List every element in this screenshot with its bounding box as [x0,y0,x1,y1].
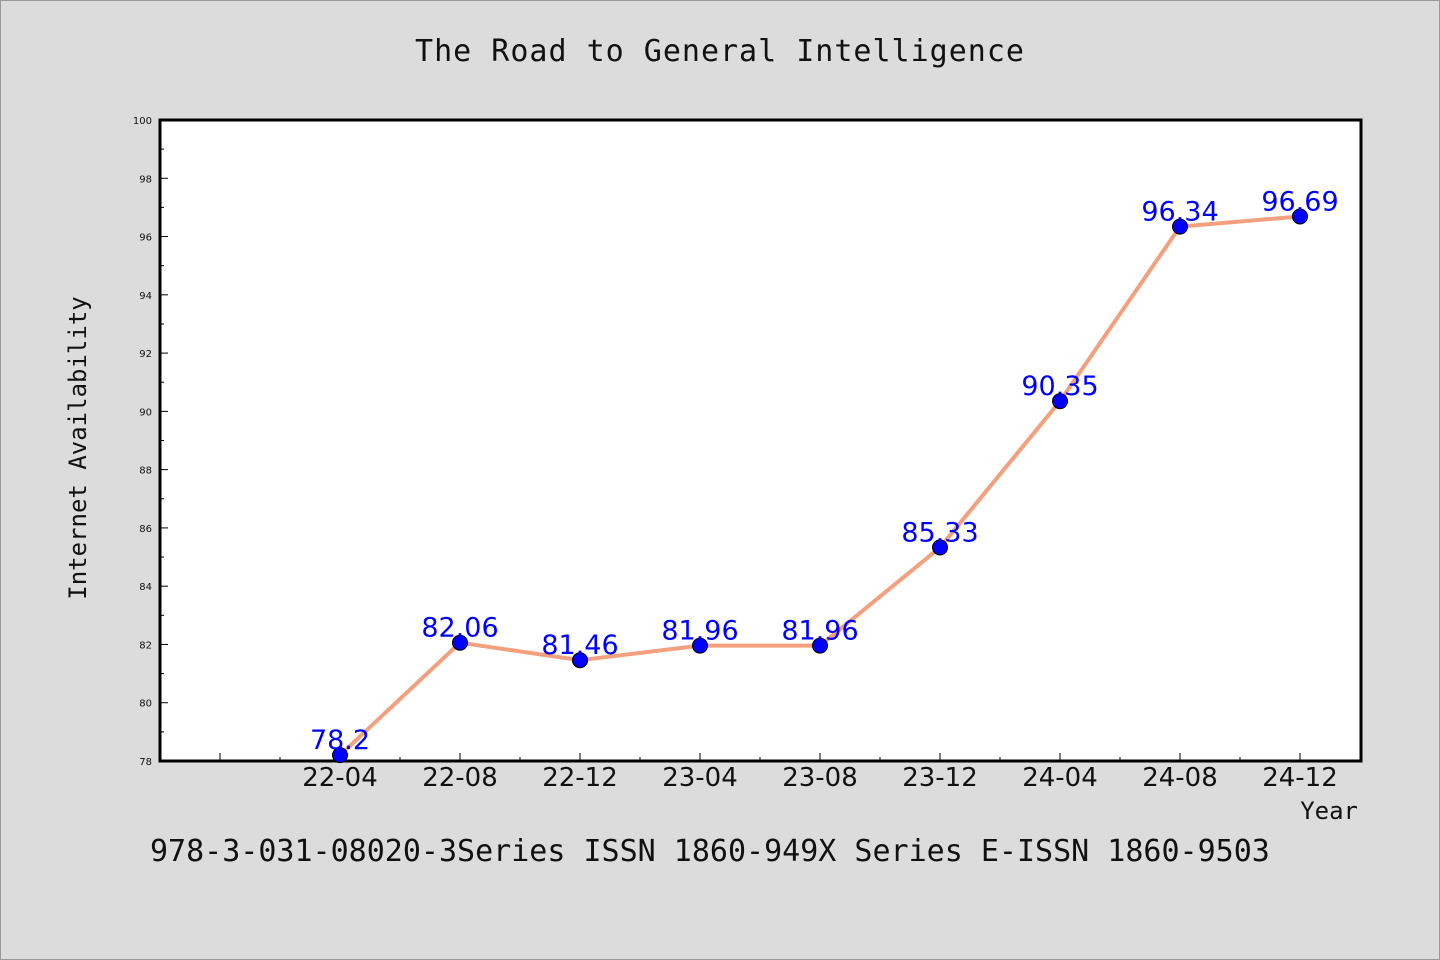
chart-title: The Road to General Intelligence [415,34,1025,69]
x-tick-label: 22-08 [422,763,498,793]
data-point-marker [812,637,828,654]
y-tick-label: 88 [139,466,152,477]
y-tick-label: 94 [139,291,152,302]
y-axis-title: Internet Availability [64,296,92,599]
data-labels: 78.2 82.06 81.46 81.96 81.96 85.33 90.35 96.34 9… [310,186,1339,756]
x-tick-label: 23-04 [662,763,738,793]
data-label: 81.46 [541,630,618,661]
x-tick-label: 22-12 [542,763,618,793]
y-tick-label: 80 [139,699,152,710]
y-tick-label: 82 [139,640,152,651]
y-axis: 78 80 82 84 86 88 90 92 94 96 98 100 [133,116,168,768]
y-tick-label: 90 [139,407,152,418]
plot-area [158,118,1363,763]
data-point-marker [1052,393,1068,410]
data-label: 96.34 [1141,197,1218,228]
x-axis-title: Year [1300,797,1358,825]
y-tick-label: 86 [139,524,152,535]
y-tick-label: 96 [139,233,152,244]
x-tick-label: 23-12 [902,763,978,793]
data-label: 82.06 [421,613,498,644]
y-tick-label: 78 [139,757,152,768]
markers [332,208,1308,764]
data-point-marker [332,747,348,764]
data-label: 85.33 [901,517,978,548]
y-tick-label: 100 [133,116,152,127]
y-tick-label: 98 [139,174,152,185]
data-label: 81.96 [661,616,738,647]
footer-isbn-text: 978-3-031-08020-3Series ISSN 1860-949X S… [150,834,1270,869]
x-tick-label: 24-08 [1142,763,1218,793]
data-point-marker [1292,208,1308,225]
data-label: 90.35 [1021,371,1098,402]
data-label: 81.96 [781,616,858,647]
y-tick-label: 84 [139,582,152,593]
x-tick-label: 24-12 [1262,763,1338,793]
x-tick-label: 24-04 [1022,763,1098,793]
x-tick-label: 23-08 [782,763,858,793]
data-label: 96.69 [1261,186,1338,217]
data-point-marker [1172,218,1188,235]
x-axis: 22-04 22-08 22-12 23-04 23-08 23-12 24-04 24-08… [219,753,1338,793]
data-point-marker [932,539,948,556]
data-label: 78.2 [310,725,370,756]
y-tick-label: 92 [139,349,152,360]
data-point-marker [692,637,708,654]
data-point-marker [572,652,588,669]
x-tick-label: 22-04 [302,763,378,793]
data-point-marker [452,634,468,651]
